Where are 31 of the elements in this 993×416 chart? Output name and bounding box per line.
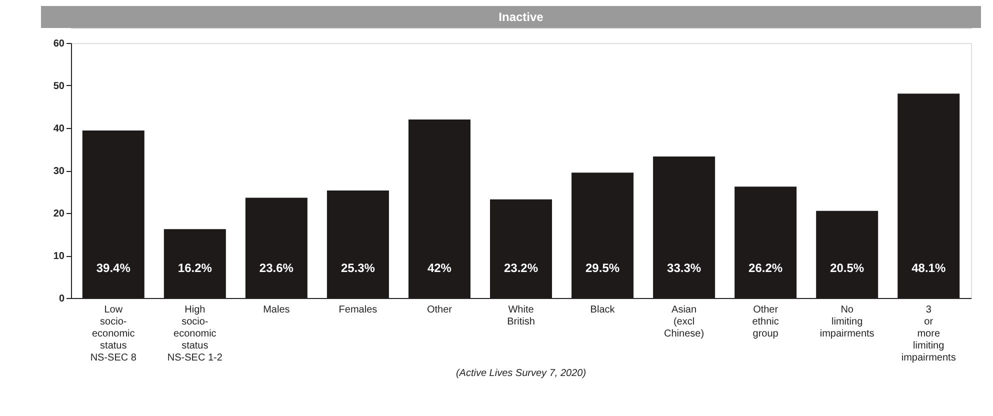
y-tick-label: 50 [53,81,65,92]
y-tick-label: 30 [53,166,65,177]
y-tick-label: 10 [53,251,65,262]
y-tick-label: 60 [53,38,65,50]
chart-title: Inactive [498,10,544,24]
x-tick-label: Males [263,304,290,316]
x-tick-label: Other ethnic group [752,304,779,340]
x-tick-label: Other [426,304,453,316]
x-tick-label: Black [590,304,616,316]
x-tick-label: Asian (excl Chinese) [664,304,704,340]
data-label: 29.5% [586,261,620,275]
data-label: 23.2% [504,261,538,275]
data-label: 26.2% [748,261,783,275]
x-tick-label: 3 or more limiting impairments [901,304,956,364]
x-tick-label: Females [338,304,378,316]
data-label: 48.1% [912,261,946,275]
y-tick-label: 40 [53,124,65,134]
data-label: 20.5% [830,261,864,275]
data-label: 16.2% [178,261,212,275]
y-tick-label: 0 [58,294,65,304]
y-tick-label: 20 [53,208,65,220]
data-label: 25.3% [340,261,376,275]
data-label: 39.4% [96,261,131,275]
data-label: 42% [427,261,452,275]
data-label: 23.6% [259,261,294,275]
x-tick-label: No limiting impairments [820,304,874,340]
data-label: 33.3% [667,261,702,275]
x-tick-label: High socio- economic status NS-SEC 1-2 [167,304,223,364]
x-tick-label: White British [507,304,535,328]
text: (Active Lives Survey 7, 2020) [456,368,586,379]
x-tick-label: Low socio- economic status NS-SEC 8 [90,304,137,364]
